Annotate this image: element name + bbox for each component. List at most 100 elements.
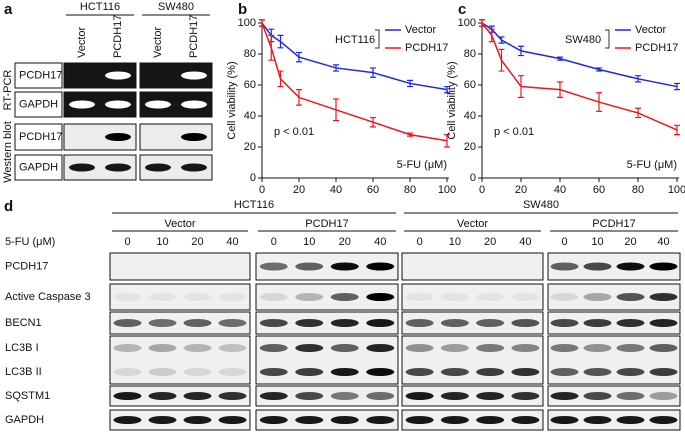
lane-label: PCDH17 bbox=[188, 15, 200, 58]
band bbox=[476, 368, 505, 376]
band bbox=[476, 416, 505, 424]
error-bar bbox=[557, 81, 563, 98]
band bbox=[183, 416, 212, 424]
error-bar bbox=[488, 28, 495, 43]
legend-label: Vector bbox=[405, 24, 437, 36]
error-bar bbox=[296, 51, 302, 63]
row-label-box bbox=[14, 123, 63, 151]
band bbox=[113, 319, 142, 327]
dose-label: 10 bbox=[156, 236, 168, 248]
series-line bbox=[261, 22, 448, 142]
band bbox=[649, 293, 678, 301]
dose-label: 40 bbox=[519, 236, 531, 248]
band bbox=[476, 344, 505, 352]
y-tick-label: 100 bbox=[458, 17, 476, 29]
lane-label: PCDH17 bbox=[112, 15, 124, 58]
band bbox=[330, 344, 359, 352]
band bbox=[366, 344, 395, 352]
error-bar bbox=[518, 75, 524, 98]
band bbox=[259, 344, 288, 352]
band bbox=[330, 319, 359, 327]
series-line bbox=[261, 22, 448, 91]
band bbox=[148, 416, 177, 424]
blot bbox=[255, 311, 399, 335]
row-label-box bbox=[14, 154, 63, 181]
band bbox=[330, 416, 359, 424]
row-label: SQSTM1 bbox=[5, 390, 50, 402]
row-label: GAPDH bbox=[19, 98, 58, 110]
band bbox=[148, 368, 177, 376]
band bbox=[476, 319, 505, 327]
x-tick-label: 20 bbox=[515, 184, 527, 196]
band bbox=[649, 262, 678, 271]
error-bar bbox=[596, 92, 602, 112]
band bbox=[550, 344, 579, 352]
error-bar bbox=[333, 64, 339, 72]
band bbox=[511, 368, 540, 376]
band bbox=[148, 293, 177, 301]
band bbox=[583, 293, 612, 301]
band bbox=[183, 344, 212, 352]
band bbox=[113, 392, 142, 400]
dose-header: 5-FU (μM) bbox=[5, 236, 55, 248]
band bbox=[148, 392, 177, 400]
blot bbox=[109, 252, 251, 281]
band bbox=[295, 293, 324, 301]
band bbox=[366, 368, 395, 376]
row-label: LC3B I bbox=[5, 342, 39, 354]
band bbox=[550, 392, 579, 400]
legend-label: PCDH17 bbox=[405, 42, 448, 54]
band bbox=[69, 163, 95, 172]
band bbox=[583, 368, 612, 376]
error-bar bbox=[277, 34, 284, 49]
blot bbox=[547, 385, 681, 407]
band bbox=[295, 368, 324, 376]
band bbox=[616, 319, 645, 327]
panel-label: b bbox=[238, 1, 247, 18]
y-tick-label: 60 bbox=[464, 79, 476, 91]
dose-label: 40 bbox=[374, 236, 386, 248]
band bbox=[440, 293, 469, 301]
blot bbox=[401, 283, 544, 311]
band bbox=[405, 368, 434, 376]
band bbox=[583, 262, 612, 271]
band bbox=[218, 416, 247, 424]
lane-label: Vector bbox=[76, 26, 88, 58]
band bbox=[366, 416, 395, 424]
band bbox=[649, 368, 678, 376]
row-label-box bbox=[14, 62, 63, 89]
band bbox=[295, 344, 324, 352]
dose-label: 20 bbox=[484, 236, 496, 248]
dose-label: 20 bbox=[191, 236, 203, 248]
x-tick-label: 100 bbox=[668, 184, 685, 196]
blot bbox=[109, 283, 251, 311]
band bbox=[330, 293, 359, 301]
band bbox=[649, 344, 678, 352]
band bbox=[550, 319, 579, 327]
y-tick-label: 80 bbox=[244, 48, 256, 60]
cell-line-label: HCT116 bbox=[234, 199, 274, 211]
band bbox=[259, 262, 288, 271]
error-bar bbox=[635, 75, 641, 83]
band bbox=[440, 392, 469, 400]
error-bar bbox=[498, 48, 505, 72]
group-label: Vector bbox=[457, 218, 489, 230]
band bbox=[105, 100, 131, 109]
panel-label: d bbox=[4, 198, 13, 215]
band bbox=[113, 293, 142, 301]
band bbox=[583, 392, 612, 400]
band bbox=[218, 368, 247, 376]
legend-bracket bbox=[605, 29, 610, 49]
row-label: PCDH17 bbox=[19, 131, 62, 143]
error-bar bbox=[444, 134, 450, 148]
band bbox=[649, 319, 678, 327]
blot bbox=[255, 409, 399, 431]
error-bar bbox=[370, 116, 376, 128]
blot bbox=[547, 311, 681, 335]
band bbox=[616, 392, 645, 400]
error-bar bbox=[259, 19, 265, 27]
row-label: Active Caspase 3 bbox=[5, 291, 91, 303]
band bbox=[511, 344, 540, 352]
y-axis-label: Cell viability (%) bbox=[226, 61, 238, 139]
dose-label: 0 bbox=[561, 236, 567, 248]
